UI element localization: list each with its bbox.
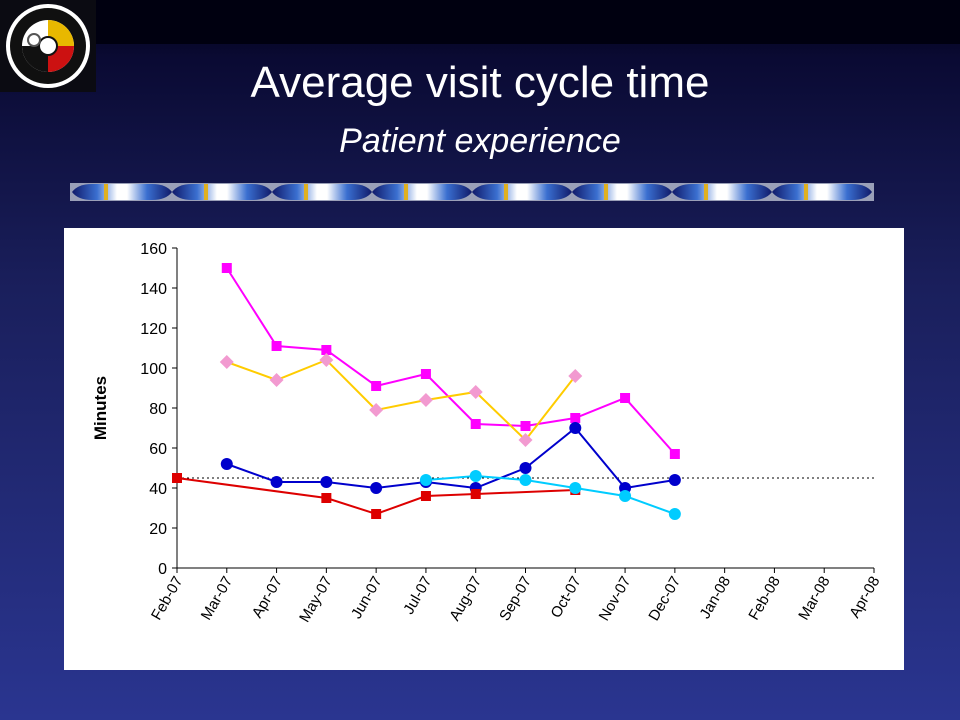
band-stripe: [104, 184, 108, 200]
data-point: [220, 458, 233, 470]
data-point: [219, 355, 234, 369]
band-segment: [572, 184, 672, 200]
x-tick-label: Sep-07: [496, 574, 535, 624]
x-tick-label: Feb-08: [745, 574, 783, 624]
data-point: [172, 473, 182, 483]
data-point: [221, 263, 232, 273]
data-point: [620, 393, 631, 403]
slide-title: Average visit cycle time: [250, 58, 710, 107]
x-tick-label: Oct-07: [548, 574, 585, 621]
data-point: [569, 422, 582, 434]
x-tick-label: May-07: [296, 574, 336, 626]
y-tick-label: 0: [158, 561, 167, 578]
series-line: [425, 474, 676, 515]
data-point: [519, 474, 532, 486]
data-point: [369, 403, 384, 417]
slide-subtitle: Patient experience: [339, 122, 621, 160]
band-segment: [272, 184, 372, 200]
data-point: [569, 482, 582, 494]
band-stripe: [704, 184, 708, 200]
x-tick-label: Jun-07: [348, 574, 386, 622]
y-tick-label: 40: [149, 481, 167, 498]
data-point: [418, 393, 433, 407]
y-tick-label: 80: [149, 401, 167, 418]
x-tick-label: Nov-07: [596, 574, 635, 624]
data-point: [669, 449, 680, 459]
x-tick-label: Jan-08: [696, 574, 734, 622]
data-point: [370, 482, 383, 494]
data-point: [269, 373, 284, 387]
line-chart: 0 20 40 60 80 100 120 140 160 Minutes Feb-07 Mar-07…: [91, 241, 883, 626]
band-stripe: [504, 184, 508, 200]
x-tick-label: Aug-07: [446, 574, 485, 624]
data-point: [470, 489, 481, 499]
band-segment: [372, 184, 472, 200]
band-stripe: [304, 184, 308, 200]
band-segment: [172, 184, 272, 200]
band-segment: [72, 184, 172, 200]
band-segment: [772, 184, 872, 200]
data-point: [371, 509, 382, 519]
data-point: [570, 413, 581, 423]
chart-area: 0 20 40 60 80 100 120 140 160 Minutes Feb-07 Mar-07…: [64, 228, 904, 670]
data-point: [321, 493, 332, 503]
decorative-band: [70, 183, 874, 201]
data-point: [619, 490, 632, 502]
data-point: [420, 491, 431, 501]
y-tick-label: 20: [149, 521, 167, 538]
y-tick-label: 140: [140, 281, 167, 298]
series-line: [225, 267, 676, 455]
data-point: [319, 353, 334, 367]
series-line: [226, 358, 577, 442]
band-segment: [672, 184, 772, 200]
data-point: [371, 381, 382, 391]
data-point: [468, 385, 483, 399]
x-tick-label: Mar-08: [795, 574, 833, 624]
x-tick-label: Feb-07: [148, 574, 186, 624]
data-point: [320, 476, 333, 488]
y-tick-label: 60: [149, 441, 167, 458]
x-tick-label: Apr-08: [846, 574, 883, 621]
data-point: [270, 476, 283, 488]
y-tick-label: 120: [140, 321, 167, 338]
x-tick-label: Dec-07: [645, 574, 684, 624]
organization-seal-logo: [0, 0, 96, 92]
x-tick-label: Mar-07: [198, 574, 236, 624]
top-bar: [0, 0, 960, 44]
x-tick-label: Apr-07: [249, 574, 286, 621]
data-point: [518, 433, 533, 447]
data-point: [271, 341, 282, 351]
y-tick-label: 160: [140, 241, 167, 258]
band-stripe: [204, 184, 208, 200]
band-segment: [472, 184, 572, 200]
series-line: [176, 477, 576, 516]
y-axis-label: Minutes: [91, 376, 110, 440]
data-point: [470, 419, 481, 429]
data-point: [420, 369, 431, 379]
band-stripe: [604, 184, 608, 200]
band-stripe: [804, 184, 808, 200]
data-point: [321, 345, 332, 355]
x-tick-label: Jul-07: [400, 574, 435, 618]
data-point: [469, 470, 482, 482]
data-point: [568, 369, 583, 383]
y-tick-label: 100: [140, 361, 167, 378]
data-point: [519, 462, 532, 474]
data-point: [668, 474, 681, 486]
series-line: [226, 426, 676, 490]
data-point: [419, 474, 432, 486]
data-point: [668, 508, 681, 520]
band-stripe: [404, 184, 408, 200]
data-point: [520, 421, 531, 431]
